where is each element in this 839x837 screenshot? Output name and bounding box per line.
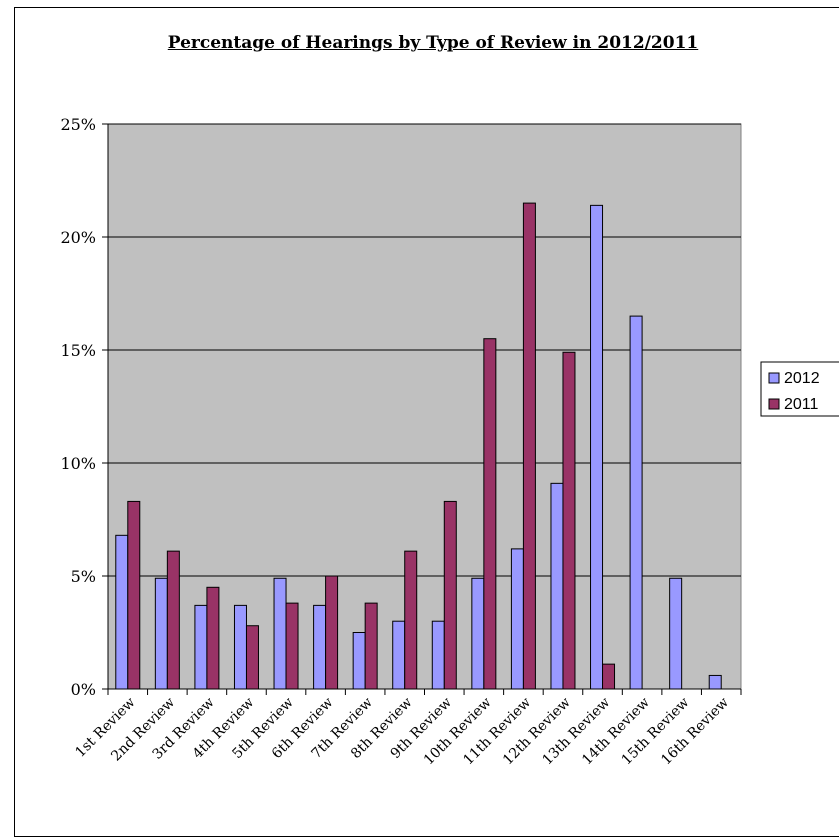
bar-2011-5 [285,602,299,690]
bar-2012-13 [590,204,604,690]
bar-2012-4 [233,604,247,690]
bar-2011-2 [166,550,180,690]
bar-2012-10 [471,577,485,690]
bar-2011-11 [522,202,536,690]
bar-2011-8 [404,550,418,690]
bar-2012-6 [313,604,327,690]
bar-2011-10 [483,338,497,690]
bar-2012-15 [669,577,683,690]
legend-swatch-2011 [768,398,780,410]
legend-label-2012: 2012 [784,370,820,387]
y-tick-label: 5% [71,567,96,586]
bar-2012-9 [431,620,445,690]
y-axis-ticks: 0% 5% 10% 15% 20% 25% [60,115,108,699]
bar-2012-16 [708,674,722,690]
bar-2012-11 [510,548,524,690]
bar-2012-7 [352,632,366,690]
bar-2012-8 [392,620,406,690]
bar-2012-5 [273,577,287,690]
bar-2011-1 [127,500,141,690]
bar-2012-3 [194,604,208,690]
bar-2011-6 [325,575,339,690]
bar-2012-1 [115,534,129,690]
legend-label-2011: 2011 [784,396,819,413]
bar-2011-4 [245,625,259,690]
plot-area [107,123,742,690]
y-tick-label: 0% [71,680,96,699]
bar-2011-7 [364,602,378,690]
bar-2011-9 [443,500,457,690]
legend-swatch-2012 [768,372,780,384]
y-tick-label: 10% [60,454,96,473]
y-tick-label: 20% [60,228,96,247]
bar-2011-12 [562,351,576,690]
legend: 2012 2011 [760,361,839,417]
bar-2011-3 [206,586,220,690]
chart-title: Percentage of Hearings by Type of Review… [167,33,699,53]
bar-2012-2 [154,577,168,690]
y-tick-label: 15% [60,341,96,360]
bar-2012-12 [550,482,564,690]
bars-group [115,202,722,690]
y-tick-label: 25% [60,115,96,134]
bar-2011-13 [602,663,616,690]
bar-2012-14 [629,315,643,690]
